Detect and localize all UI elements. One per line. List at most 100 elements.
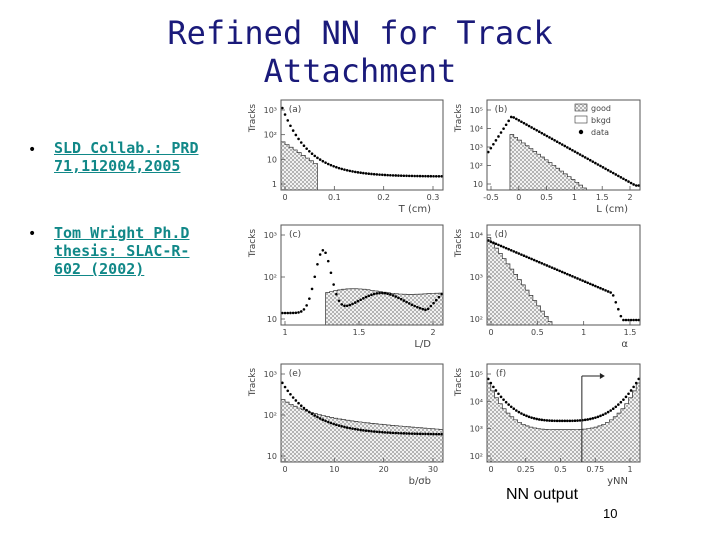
data-point xyxy=(537,260,541,264)
data-point xyxy=(335,165,338,169)
panel-f: (f) Tracks 10⁵ 10⁴ 10³ 10² 0 0.25 0.5 0.75 1 yNN xyxy=(454,363,641,487)
y-tick-label: 10 xyxy=(267,315,277,324)
data-point xyxy=(494,139,498,142)
data-point xyxy=(614,173,618,176)
data-point xyxy=(614,405,618,409)
panel-frame xyxy=(280,224,444,326)
data-point xyxy=(583,418,587,422)
data-point xyxy=(351,170,354,173)
data-point xyxy=(583,280,587,284)
x-tick-label: 1.5 xyxy=(353,328,366,337)
data-point xyxy=(522,413,526,417)
data-point xyxy=(340,303,344,306)
data-point xyxy=(310,152,314,156)
data-point xyxy=(345,304,349,308)
y-tick-label: 10 xyxy=(473,180,483,189)
data-point xyxy=(321,248,325,252)
panel-a: (a) Tracks 10³ 10² 10 10 0.1 0.2 0.3 T (cm) xyxy=(248,99,444,215)
data-point xyxy=(289,392,292,396)
y-tick-label: 10² xyxy=(264,273,277,282)
data-point xyxy=(294,311,298,315)
data-point xyxy=(515,117,518,121)
data-point xyxy=(532,258,536,262)
legend-label-good: good xyxy=(591,104,611,113)
data-point xyxy=(348,169,352,173)
data-point xyxy=(386,173,389,177)
data-point xyxy=(629,181,633,185)
y-tick-label: 10² xyxy=(264,411,277,420)
data-point xyxy=(573,150,577,153)
data-point xyxy=(413,174,416,178)
data-point xyxy=(313,275,317,279)
data-point xyxy=(560,143,564,146)
data-point xyxy=(378,173,381,176)
legend-label-bkgd: bkgd xyxy=(591,116,611,125)
y-tick-label: 10² xyxy=(264,131,277,140)
y-axis-label: Tracks xyxy=(248,229,258,259)
reference-link-sld[interactable]: SLD Collab.: PRD 71,112004,2005 xyxy=(54,139,224,175)
data-point xyxy=(281,381,284,385)
data-point xyxy=(578,419,582,422)
x-axis-label: α xyxy=(621,339,628,350)
data-point xyxy=(563,271,567,275)
data-point xyxy=(305,408,308,412)
data-point xyxy=(310,412,314,416)
x-axis-label: yNN xyxy=(607,476,628,487)
data-point xyxy=(375,173,379,176)
data-point xyxy=(629,318,633,322)
data-point xyxy=(632,183,635,186)
data-point xyxy=(353,301,357,304)
data-point xyxy=(413,304,416,308)
y-tick-label: 10⁴ xyxy=(470,231,483,240)
panel-frame xyxy=(486,224,641,326)
data-point xyxy=(627,392,630,396)
data-point xyxy=(424,432,427,436)
data-point xyxy=(527,124,531,128)
data-point xyxy=(581,279,584,282)
data-point xyxy=(594,284,597,288)
data-point xyxy=(634,381,638,385)
data-point xyxy=(391,174,395,177)
data-point xyxy=(624,178,628,182)
data-point xyxy=(606,290,610,293)
data-point xyxy=(517,410,521,414)
data-point xyxy=(515,409,518,412)
data-point xyxy=(389,173,392,177)
link-line: 602 (2002) xyxy=(54,260,145,278)
data-point xyxy=(434,298,438,302)
data-point xyxy=(492,241,495,245)
x-tick-label: 1 xyxy=(282,328,287,337)
panel-tag: (d) xyxy=(495,230,508,240)
data-point xyxy=(522,121,526,125)
bullet-marker: • xyxy=(28,142,37,158)
data-point xyxy=(634,318,638,322)
data-point xyxy=(326,420,330,424)
data-point xyxy=(517,252,521,255)
data-point xyxy=(321,159,325,163)
data-point xyxy=(591,160,595,163)
data-point xyxy=(359,171,362,175)
data-point xyxy=(291,129,295,132)
data-point xyxy=(504,400,508,404)
data-point xyxy=(629,389,633,392)
data-point xyxy=(394,295,398,298)
data-point xyxy=(386,431,389,434)
data-point xyxy=(634,184,638,187)
x-tick-label: 0.2 xyxy=(377,193,390,202)
data-point xyxy=(394,174,398,177)
data-point xyxy=(545,134,549,138)
data-point xyxy=(380,173,384,177)
y-tick-label: 10³ xyxy=(264,106,277,115)
y-axis-label: Tracks xyxy=(454,229,464,259)
data-point xyxy=(568,147,572,151)
y-tick-label: 10⁴ xyxy=(470,125,483,134)
good-histogram xyxy=(486,382,641,463)
data-point xyxy=(553,419,556,423)
data-point xyxy=(348,303,352,307)
data-point xyxy=(622,177,625,181)
data-point xyxy=(617,307,620,311)
reference-link-thesis[interactable]: Tom Wright Ph.D thesis: SLAC-R- 602 (200… xyxy=(54,224,224,278)
x-tick-label: 0.1 xyxy=(328,193,341,202)
data-point xyxy=(421,174,425,178)
legend-label-data: data xyxy=(591,128,609,137)
